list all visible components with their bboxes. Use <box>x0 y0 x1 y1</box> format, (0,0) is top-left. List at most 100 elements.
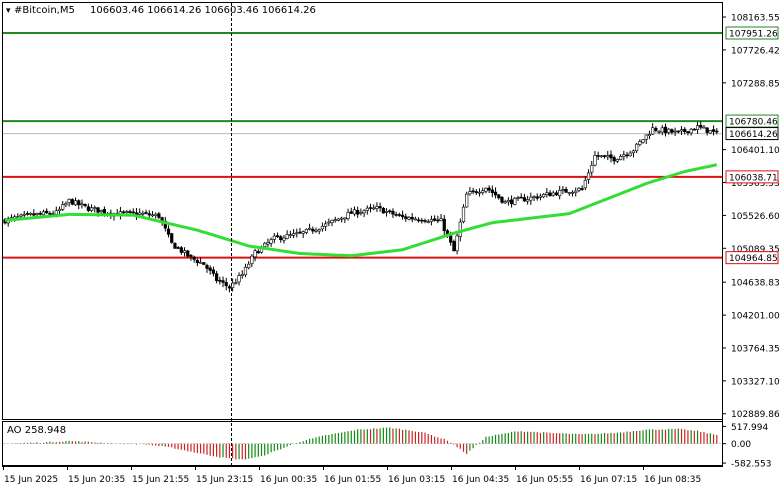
candle <box>468 187 472 196</box>
candle <box>481 187 485 195</box>
candle <box>324 220 328 232</box>
candle <box>711 125 716 136</box>
candle <box>705 127 709 136</box>
candle <box>388 209 392 214</box>
candle <box>67 198 71 207</box>
candle <box>417 217 421 223</box>
candle <box>695 121 700 134</box>
candle <box>205 263 209 273</box>
candle <box>73 197 78 207</box>
candle <box>500 196 504 204</box>
svg-text:106614.26: 106614.26 <box>729 130 778 140</box>
candle <box>490 185 494 198</box>
candle <box>570 190 575 197</box>
candle <box>599 155 603 158</box>
candle <box>628 150 632 157</box>
candle <box>295 228 299 238</box>
candle <box>83 203 87 208</box>
candle <box>404 213 408 222</box>
candle <box>243 263 248 278</box>
candle <box>346 208 350 221</box>
candle <box>307 223 312 231</box>
candle <box>641 139 645 144</box>
resistance-level-tag: 107951.26 <box>725 26 779 39</box>
candle <box>519 193 523 199</box>
svg-text:106780.46: 106780.46 <box>729 118 778 128</box>
candle <box>654 126 658 133</box>
candle <box>202 261 206 266</box>
candle <box>638 139 642 147</box>
candle <box>35 212 39 217</box>
candle <box>516 195 520 202</box>
price-tags-layer: 107951.26 106780.46 106038.71 104964.85 1066… <box>725 26 779 265</box>
svg-text:104964.85: 104964.85 <box>729 254 778 264</box>
candle <box>70 198 74 206</box>
candle <box>365 205 369 215</box>
candle <box>433 215 437 222</box>
y-tick-label: 105526.60 <box>731 212 780 222</box>
candle <box>89 204 94 213</box>
candle <box>679 126 684 136</box>
candle <box>558 185 562 200</box>
candle <box>644 134 648 144</box>
candle <box>298 227 302 235</box>
candle <box>179 245 183 255</box>
y-tick-label: 107288.85 <box>731 79 780 89</box>
svg-text:107951.26: 107951.26 <box>729 29 778 39</box>
candle <box>147 210 151 218</box>
candle <box>487 185 491 194</box>
candle <box>590 160 594 176</box>
svg-text:106038.71: 106038.71 <box>729 173 778 183</box>
candle <box>477 188 482 197</box>
candle <box>564 186 568 193</box>
candle <box>372 204 376 211</box>
candle <box>253 248 257 262</box>
candle <box>471 187 475 195</box>
ao-tick-label: 0.00 <box>731 440 751 450</box>
candle <box>256 249 260 254</box>
y-tick-label: 103764.35 <box>731 344 780 354</box>
candle <box>327 218 331 227</box>
candle <box>493 187 498 199</box>
candle <box>340 216 344 223</box>
candle <box>57 206 62 215</box>
y-tick-label: 103327.10 <box>731 377 780 387</box>
candle <box>429 215 434 226</box>
candle <box>173 242 177 249</box>
candle <box>580 185 584 191</box>
y-tick-label: 107726.42 <box>731 46 780 56</box>
candle <box>22 210 26 218</box>
x-tick-label: 16 Jun 07:15 <box>580 475 637 485</box>
y-axis-labels: 108163.55 107726.42 107288.85 106401.10 1059… <box>722 14 780 420</box>
candle <box>657 130 661 135</box>
candle <box>343 217 347 224</box>
candle <box>352 206 357 217</box>
candle <box>38 211 42 216</box>
candle <box>503 199 507 205</box>
candle <box>189 254 193 261</box>
support-level-tag: 104964.85 <box>725 251 779 265</box>
last-price-tag: 106614.26 <box>725 127 779 141</box>
candle <box>378 202 382 212</box>
x-tick-label: 16 Jun 04:35 <box>452 475 509 485</box>
candle <box>141 210 145 217</box>
x-tick-label: 15 Jun 2025 <box>4 475 58 485</box>
x-tick-label: 16 Jun 05:55 <box>516 475 573 485</box>
candle <box>509 195 514 208</box>
candle <box>532 195 536 202</box>
candle <box>545 188 549 198</box>
x-tick-label: 15 Jun 21:55 <box>132 475 189 485</box>
candle <box>647 130 652 140</box>
candle <box>455 232 459 255</box>
candle <box>77 199 81 210</box>
resistance-level-tag: 106780.46 <box>725 114 779 128</box>
candle <box>186 249 190 258</box>
y-tick-label: 102889.86 <box>731 410 780 420</box>
x-tick-label: 16 Jun 03:15 <box>388 475 445 485</box>
candle <box>596 151 600 161</box>
candle <box>513 196 517 206</box>
candle <box>250 254 254 268</box>
candle <box>359 208 363 216</box>
candle <box>80 199 84 209</box>
